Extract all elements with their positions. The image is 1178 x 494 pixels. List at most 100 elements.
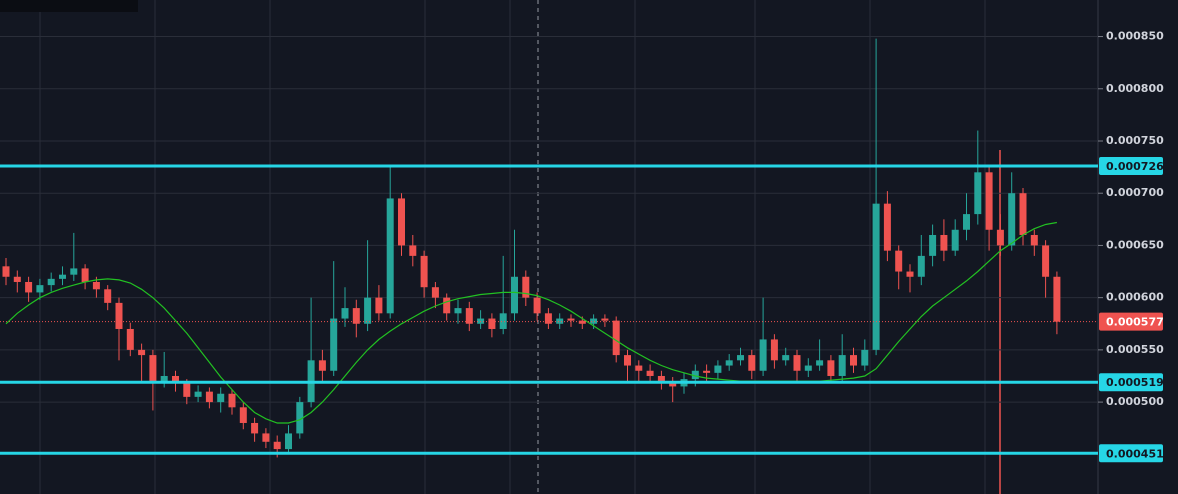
- candle-body: [47, 278, 55, 286]
- candle-body: [567, 318, 575, 321]
- candle-body: [691, 370, 699, 380]
- candle-body: [465, 308, 473, 324]
- candle-body: [816, 360, 824, 366]
- y-tick-label: 0.000700: [1106, 186, 1164, 199]
- candle-body: [590, 318, 598, 324]
- y-tick-label: 0.000750: [1106, 134, 1164, 147]
- level-label-box: [1099, 444, 1163, 463]
- candle-body: [273, 441, 281, 450]
- candle-body: [296, 402, 304, 434]
- candle-body: [996, 229, 1004, 246]
- candle-body: [1042, 245, 1050, 277]
- vertical-grid: [39, 0, 986, 494]
- candle-body: [895, 250, 903, 272]
- level-label-box: [1099, 373, 1163, 392]
- level-label: 0.000519: [1106, 376, 1164, 389]
- candle-body: [70, 268, 78, 275]
- candle-body: [104, 289, 112, 303]
- candle-body: [703, 370, 711, 373]
- candle-body: [737, 355, 744, 361]
- candle-body: [601, 318, 609, 321]
- candle-body: [13, 276, 21, 282]
- candle-body: [985, 172, 993, 230]
- candle-body: [793, 355, 801, 371]
- candle-body: [285, 433, 292, 450]
- candle-body: [499, 313, 507, 329]
- candle-body: [770, 339, 778, 361]
- candle-body: [1008, 193, 1016, 246]
- candle-body: [92, 281, 100, 290]
- candle-body: [850, 355, 857, 366]
- y-tick-label: 0.000550: [1106, 343, 1164, 356]
- candle-body: [375, 297, 383, 314]
- candle-body: [612, 320, 620, 356]
- candle-body: [318, 360, 326, 371]
- candle-body: [183, 383, 191, 397]
- last-price-label: 0.000577: [1106, 316, 1164, 329]
- y-tick-label: 0.000800: [1106, 82, 1164, 95]
- candle-body: [872, 203, 880, 350]
- candle-body: [861, 349, 869, 366]
- candle-body: [963, 214, 970, 230]
- candle-body: [635, 365, 643, 371]
- candle-body: [725, 360, 733, 366]
- moving-average: [5, 221, 1058, 424]
- candle-body: [454, 308, 462, 314]
- candle-body: [352, 308, 360, 324]
- candle-body: [940, 234, 948, 251]
- candle-body: [149, 355, 157, 382]
- candle-body: [341, 308, 349, 319]
- candle-body: [431, 287, 439, 298]
- candle-body: [669, 381, 677, 387]
- candle-body: [126, 328, 134, 350]
- candle-body: [228, 393, 236, 408]
- level-label-box: [1099, 157, 1163, 176]
- candle-body: [624, 355, 631, 366]
- candle-body: [488, 318, 496, 329]
- candle-body: [827, 360, 835, 376]
- candle-body: [838, 355, 846, 376]
- candle-body: [714, 365, 722, 373]
- candle-body: [160, 375, 168, 382]
- candle-body: [1030, 234, 1038, 246]
- candle-body: [974, 172, 982, 215]
- candle-body: [217, 393, 225, 403]
- level-label: 0.000451: [1106, 447, 1164, 460]
- candle-body: [883, 203, 891, 251]
- candle-body: [917, 255, 925, 277]
- candle-body: [477, 318, 485, 324]
- candle-body: [138, 349, 146, 356]
- candle-body: [172, 375, 179, 384]
- candle-body: [59, 274, 66, 279]
- candle-body: [1053, 276, 1061, 322]
- y-tick-label: 0.000600: [1106, 291, 1164, 304]
- candle-body: [398, 198, 405, 246]
- candle-body: [364, 297, 372, 324]
- y-tick-label: 0.000500: [1106, 395, 1164, 408]
- candle-body: [262, 433, 270, 442]
- candle-body: [330, 318, 338, 371]
- y-tick-label: 0.000850: [1106, 30, 1164, 43]
- candle-body: [759, 339, 767, 371]
- candle-body: [782, 355, 790, 361]
- level-label: 0.000726: [1106, 160, 1164, 173]
- candle-body: [115, 302, 123, 329]
- candle-body: [804, 365, 812, 371]
- candles: [2, 38, 1061, 458]
- candle-body: [386, 198, 394, 314]
- candle-body: [511, 276, 518, 314]
- candle-body: [578, 320, 586, 324]
- candle-body: [443, 297, 451, 314]
- candle-body: [522, 276, 530, 298]
- candle-body: [2, 266, 10, 277]
- candle-body: [36, 285, 44, 293]
- candle-body: [657, 375, 665, 382]
- candle-body: [533, 297, 541, 314]
- candle-body: [748, 355, 756, 371]
- candle-body: [251, 422, 259, 434]
- y-tick-label: 0.000650: [1106, 238, 1164, 251]
- toolbar: [0, 0, 138, 12]
